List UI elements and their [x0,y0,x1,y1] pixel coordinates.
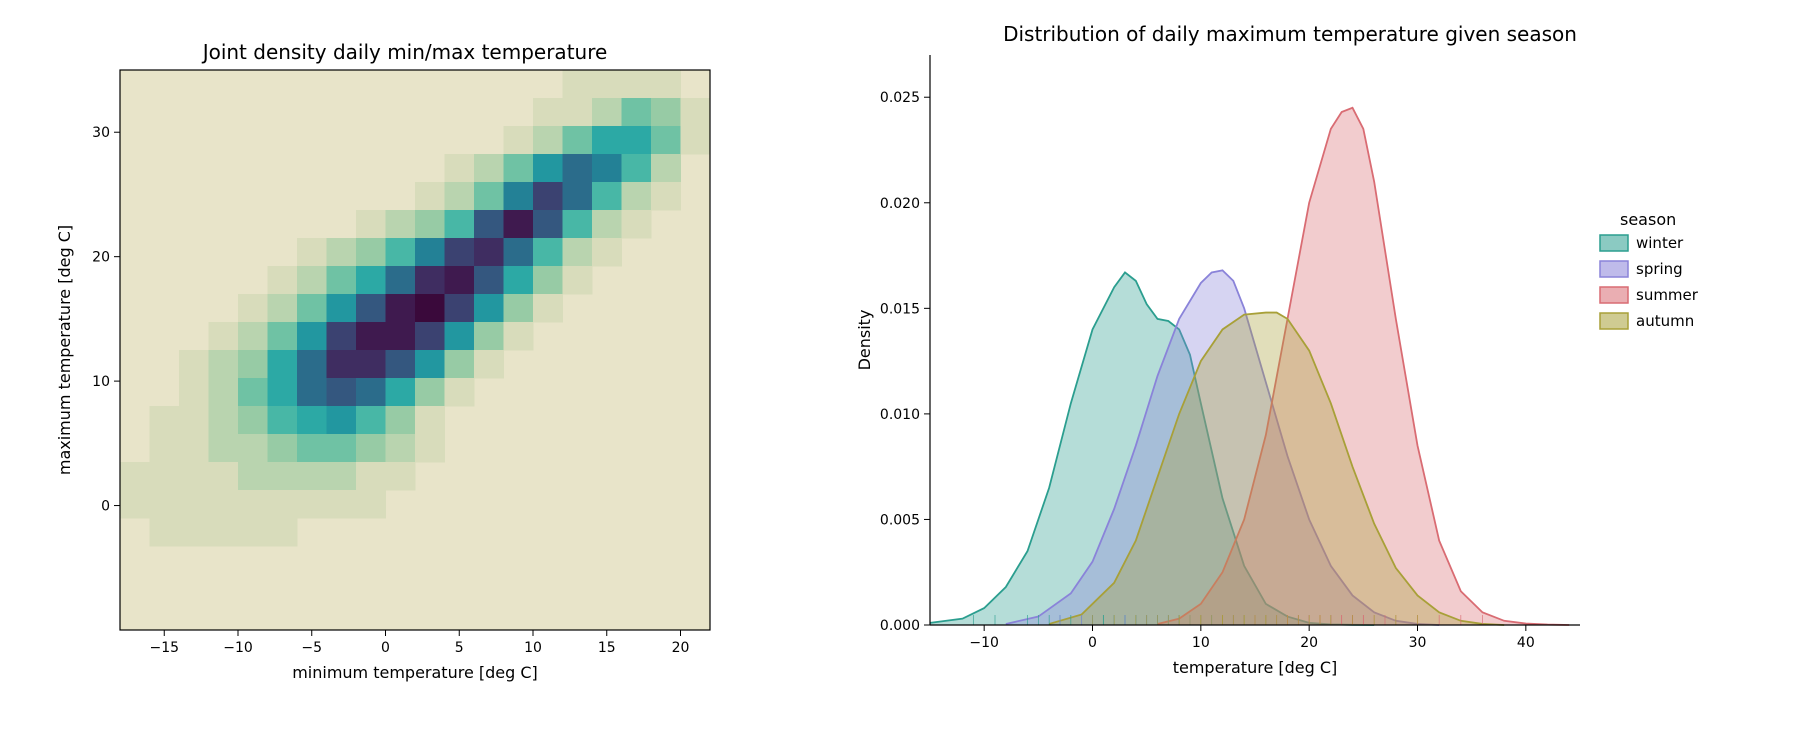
legend-swatch-spring [1600,261,1628,277]
y-tick-label: 20 [92,250,110,266]
y-tick-label: 30 [92,125,110,141]
kde-svg: −10 0 10 20 30 40 0.000 0.005 0.010 0.015 0.020 0.0… [840,0,1740,750]
y-tick-label: 0.015 [880,301,920,317]
y-tick-label: 0.005 [880,512,920,528]
x-tick-label: 20 [1300,635,1318,651]
x-tick-label: 10 [524,640,542,656]
x-tick-label: 0 [381,640,390,656]
y-tick-label: 0.020 [880,196,920,212]
x-axis-label: minimum temperature [deg C] [292,663,538,682]
legend-label-autumn: autumn [1636,312,1694,330]
y-tick-label: 10 [92,374,110,390]
kde-panel: Distribution of daily maximum temperatur… [840,0,1740,750]
legend-swatch-winter [1600,235,1628,251]
x-tick-label: 10 [1192,635,1210,651]
x-tick-label: −5 [301,640,322,656]
x-tick-label: 0 [1088,635,1097,651]
legend-swatch-summer [1600,287,1628,303]
heatmap-svg: −15 −10 −5 0 5 10 15 20 0 10 20 30 minimum temperatu… [30,0,780,750]
x-tick-label: 40 [1517,635,1535,651]
legend-label-summer: summer [1636,286,1699,304]
y-tick-label: 0.025 [880,90,920,106]
heatmap-panel: Joint density daily min/max temperature … [30,0,780,750]
legend-label-spring: spring [1636,260,1683,278]
x-tick-label: 15 [598,640,616,656]
x-tick-label: 30 [1409,635,1427,651]
y-tick-label: 0 [101,499,110,515]
x-tick-label: −10 [969,635,999,651]
legend-title: season [1620,210,1676,229]
x-tick-label: −15 [149,640,179,656]
y-tick-label: 0.000 [880,618,920,634]
x-tick-label: 5 [455,640,464,656]
y-axis-label: Density [855,310,874,371]
y-tick-label: 0.010 [880,407,920,423]
x-axis-label: temperature [deg C] [1173,658,1338,677]
heatmap-title: Joint density daily min/max temperature [30,40,780,64]
legend-label-winter: winter [1636,234,1684,252]
x-tick-label: 20 [672,640,690,656]
x-tick-label: −10 [223,640,253,656]
kde-title: Distribution of daily maximum temperatur… [840,22,1740,46]
y-axis-label: maximum temperature [deg C] [55,225,74,475]
legend-swatch-autumn [1600,313,1628,329]
